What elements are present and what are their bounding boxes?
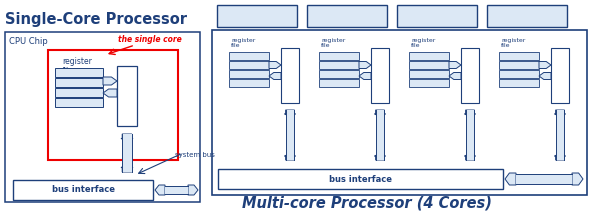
- Bar: [376, 110, 385, 160]
- Text: ALU: ALU: [553, 72, 567, 79]
- Polygon shape: [554, 110, 565, 117]
- Text: ALU: ALU: [283, 72, 297, 79]
- Text: bus interface: bus interface: [51, 186, 114, 194]
- Polygon shape: [539, 72, 551, 79]
- Text: register
file: register file: [321, 38, 345, 48]
- Polygon shape: [359, 61, 371, 69]
- Bar: [217, 5, 297, 27]
- Bar: [409, 61, 449, 69]
- Bar: [229, 79, 269, 87]
- Text: register
file: register file: [411, 38, 435, 48]
- Bar: [319, 61, 359, 69]
- Bar: [465, 110, 474, 160]
- Bar: [409, 70, 449, 78]
- Bar: [319, 70, 359, 78]
- Bar: [499, 70, 539, 78]
- Polygon shape: [284, 110, 296, 117]
- Bar: [229, 70, 269, 78]
- Polygon shape: [155, 185, 165, 195]
- Polygon shape: [103, 77, 117, 85]
- Bar: [499, 61, 539, 69]
- Bar: [5, 32, 200, 202]
- Bar: [551, 48, 569, 103]
- Bar: [499, 52, 539, 60]
- Bar: [281, 48, 299, 103]
- Polygon shape: [449, 72, 461, 79]
- Bar: [122, 134, 132, 172]
- Polygon shape: [539, 61, 551, 69]
- Text: Core 2: Core 2: [418, 11, 456, 21]
- Bar: [55, 98, 103, 107]
- Bar: [499, 79, 539, 87]
- Text: CPU Chip: CPU Chip: [9, 37, 48, 46]
- Text: register
file: register file: [62, 57, 92, 76]
- Text: ALU: ALU: [373, 72, 387, 79]
- Polygon shape: [103, 89, 117, 97]
- Text: Multi-core Processor (4 Cores): Multi-core Processor (4 Cores): [242, 195, 492, 210]
- Bar: [212, 30, 587, 195]
- Bar: [48, 50, 178, 160]
- Polygon shape: [269, 72, 281, 79]
- Polygon shape: [465, 153, 475, 160]
- Bar: [286, 110, 294, 160]
- Text: Core 0: Core 0: [238, 11, 276, 21]
- Text: Core 3: Core 3: [508, 11, 546, 21]
- Bar: [461, 48, 479, 103]
- Bar: [55, 78, 103, 87]
- Bar: [117, 66, 137, 126]
- Bar: [516, 174, 572, 184]
- Bar: [229, 61, 269, 69]
- Polygon shape: [188, 185, 198, 195]
- Polygon shape: [269, 61, 281, 69]
- Text: register
file: register file: [501, 38, 525, 48]
- Text: Single-Core Processor: Single-Core Processor: [5, 12, 187, 27]
- Polygon shape: [284, 153, 296, 160]
- Bar: [487, 5, 567, 27]
- Polygon shape: [121, 164, 133, 172]
- Polygon shape: [359, 72, 371, 79]
- Bar: [319, 52, 359, 60]
- Bar: [307, 5, 387, 27]
- Bar: [55, 68, 103, 77]
- Bar: [397, 5, 477, 27]
- Bar: [555, 110, 564, 160]
- Text: Core 1: Core 1: [328, 11, 366, 21]
- Bar: [165, 186, 188, 194]
- Text: ALU: ALU: [464, 72, 477, 79]
- Text: register
file: register file: [231, 38, 256, 48]
- Bar: [218, 169, 503, 189]
- Text: system bus: system bus: [175, 152, 215, 158]
- Bar: [55, 88, 103, 97]
- Polygon shape: [554, 153, 565, 160]
- Polygon shape: [505, 173, 516, 185]
- Text: ALU: ALU: [120, 92, 134, 100]
- Bar: [371, 48, 389, 103]
- Text: bus interface: bus interface: [329, 174, 392, 184]
- Bar: [229, 52, 269, 60]
- Polygon shape: [465, 110, 475, 117]
- Bar: [319, 79, 359, 87]
- Polygon shape: [121, 134, 133, 142]
- Bar: [13, 180, 153, 200]
- Polygon shape: [449, 61, 461, 69]
- Polygon shape: [375, 110, 385, 117]
- Polygon shape: [375, 153, 385, 160]
- Text: the single core: the single core: [118, 35, 182, 44]
- Bar: [409, 52, 449, 60]
- Polygon shape: [572, 173, 583, 185]
- Bar: [409, 79, 449, 87]
